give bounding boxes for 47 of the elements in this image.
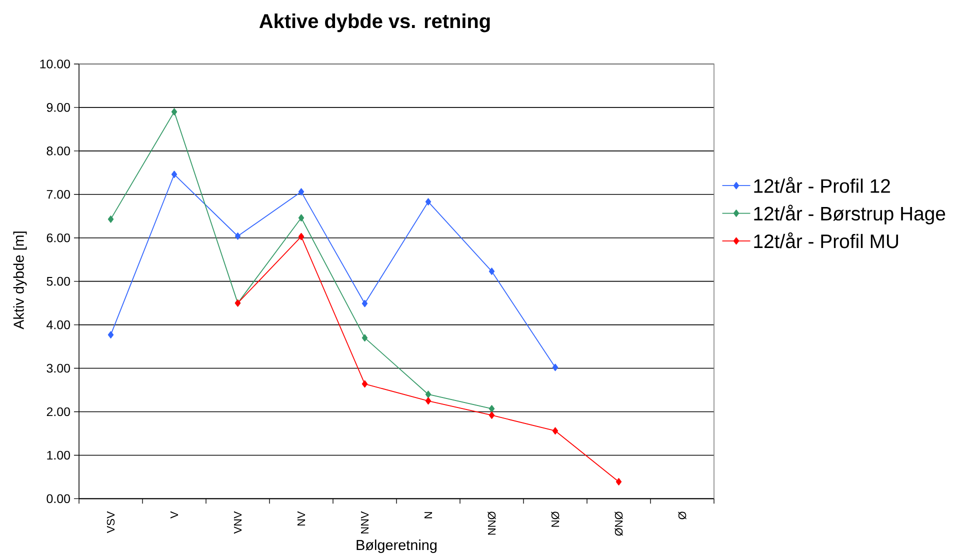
y-tick-label: 4.00 — [46, 320, 70, 330]
point — [552, 364, 558, 372]
point — [362, 380, 368, 388]
x-tick-label: NNØ — [488, 512, 496, 535]
x-tick-label: V — [170, 511, 178, 518]
point — [552, 427, 558, 435]
y-tick-label: 3.00 — [46, 364, 70, 373]
point — [488, 268, 495, 275]
x-tick-label: NV — [297, 511, 306, 526]
point — [108, 331, 114, 338]
y-tick-label: 6.00 — [46, 233, 70, 242]
point — [108, 216, 114, 223]
y-axis-title: Aktiv dybde [m] — [13, 232, 27, 330]
point — [298, 188, 304, 196]
x-tick-label: NØ — [551, 512, 560, 527]
point — [171, 170, 178, 178]
y-tick-label: 5.00 — [46, 276, 70, 286]
point — [425, 390, 432, 398]
point — [362, 300, 368, 308]
x-tick-label: N — [424, 512, 432, 518]
point — [171, 108, 178, 116]
chart-title: Aktive dybde vs. retning — [259, 14, 490, 32]
x-tick-label: VSV — [106, 511, 115, 534]
point — [298, 214, 304, 222]
x-tick-label: ØNØ — [614, 512, 623, 536]
point — [488, 412, 495, 419]
point — [362, 334, 368, 342]
y-tick-label: 8.00 — [46, 146, 70, 156]
point — [234, 232, 241, 240]
x-axis-title: Bølgeretning — [356, 540, 437, 553]
x-tick-label: Ø — [678, 512, 686, 520]
point — [425, 397, 432, 405]
legend-label: 12t/år - Børstrup Hage — [754, 204, 946, 224]
y-tick-label: 7.00 — [46, 190, 70, 199]
y-tick-label: 0.00 — [46, 494, 70, 504]
y-tick-label: 2.00 — [46, 407, 70, 416]
legend-label: 12t/år - Profil MU — [754, 232, 898, 248]
point — [298, 232, 304, 240]
y-tick-label: 10.00 — [40, 60, 70, 68]
y-tick-label: 9.00 — [46, 103, 70, 112]
x-tick-label: VNV — [234, 511, 242, 534]
y-tick-label: 1.00 — [47, 450, 70, 460]
point — [616, 478, 622, 486]
point — [425, 198, 432, 206]
legend-label: 12t/år - Profil 12 — [754, 177, 890, 193]
point — [488, 405, 495, 412]
x-tick-label: NNV — [360, 511, 369, 534]
